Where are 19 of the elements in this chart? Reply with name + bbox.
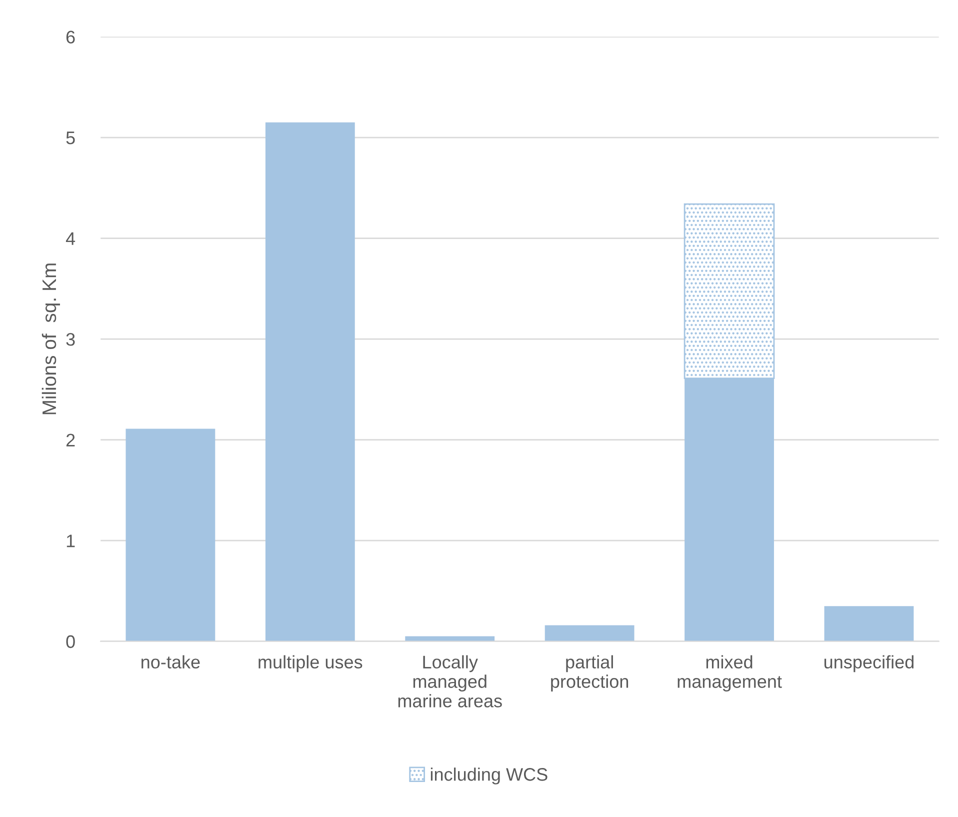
y-tick-label: 2 (66, 434, 75, 446)
bar (824, 606, 914, 642)
y-tick-label: 0 (66, 635, 75, 648)
y-tick-label: 1 (66, 534, 75, 548)
bar (544, 625, 634, 642)
legend-label: including WCS (430, 768, 548, 784)
x-tick-label: Locally managed marine areas (398, 655, 502, 708)
bar (126, 428, 216, 642)
x-tick-label: unspecified (824, 655, 914, 672)
x-tick-label: partial protection (551, 655, 628, 692)
y-axis-title: Milions of sq. Km (42, 264, 60, 414)
y-tick-label: 3 (66, 332, 75, 346)
y-tick-label: 5 (66, 132, 75, 144)
x-tick-label: multiple uses (258, 655, 362, 672)
x-tick-label: mixed management (678, 655, 782, 692)
y-tick-label: 6 (66, 30, 75, 44)
x-tick-label: no-take (142, 655, 200, 668)
bar (265, 122, 355, 642)
y-tick-label: 4 (66, 232, 76, 245)
